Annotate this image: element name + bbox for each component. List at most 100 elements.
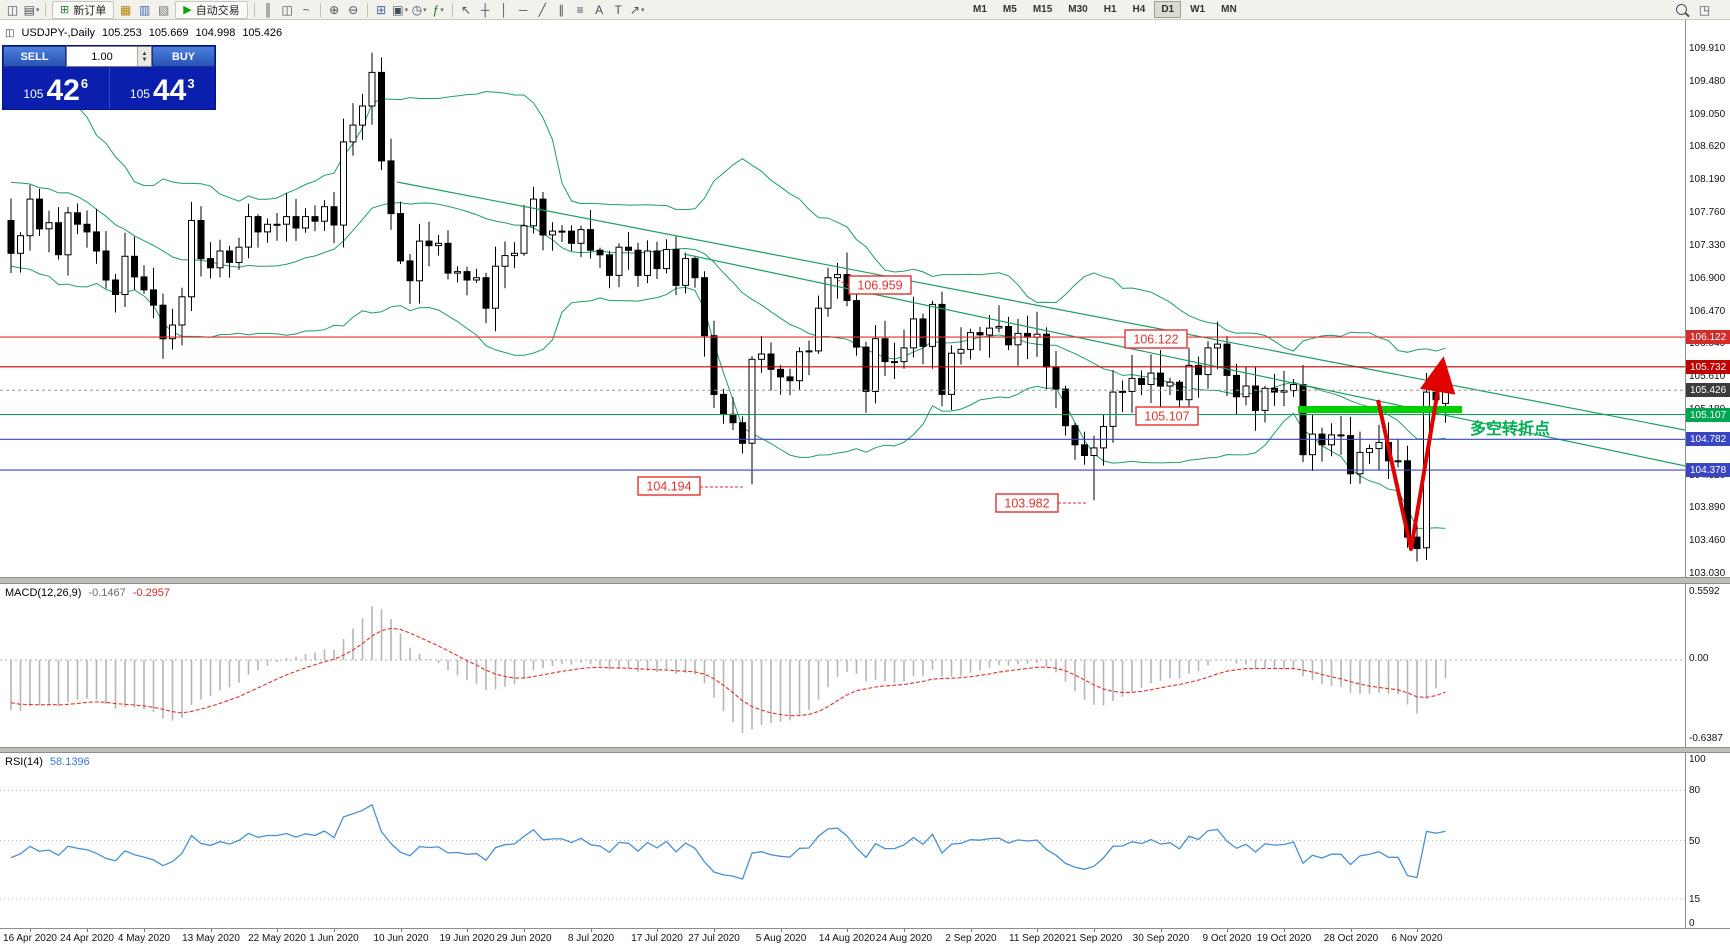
panel-splitter-macd[interactable] <box>0 577 1730 584</box>
timeframe-M15[interactable]: M15 <box>1032 4 1053 15</box>
symbol-period-label: USDJPY-,Daily <box>21 27 96 39</box>
indicators-icon[interactable]: ƒ <box>429 1 448 18</box>
macd-scale-label: -0.6387 <box>1689 733 1723 744</box>
volume-stepper[interactable]: ▲ ▼ <box>137 47 151 66</box>
macd-signal-line <box>10 627 1446 717</box>
main-chart-canvas[interactable]: 106.959 106.122 105.107 104.194 103.982 多空转折点 <box>0 20 1686 577</box>
price-scale-label: 106.470 <box>1689 306 1726 317</box>
date-tick <box>524 929 525 932</box>
toolbar-separator <box>451 2 453 17</box>
date-label: 6 Nov 2020 <box>1391 933 1443 944</box>
date-tick <box>1351 929 1352 932</box>
zoom-out-icon[interactable]: ⊖ <box>348 2 359 17</box>
bar-chart-icon[interactable]: ║ <box>263 2 273 17</box>
navigator-icon[interactable]: ▧ <box>158 2 170 17</box>
buy-price-display[interactable]: 105 44 3 <box>108 67 216 109</box>
rsi-scale-label: 15 <box>1689 894 1701 905</box>
sell-button[interactable]: SELL <box>3 46 66 67</box>
search-icon[interactable] <box>1672 1 1691 18</box>
date-label: 22 May 2020 <box>248 933 306 944</box>
timeframe-MN[interactable]: MN <box>1221 4 1237 15</box>
text-icon[interactable]: A <box>595 2 604 17</box>
macd-scale-label: 0.00 <box>1689 653 1709 664</box>
date-label: 4 May 2020 <box>117 933 171 944</box>
svg-text:105.107: 105.107 <box>1144 410 1189 424</box>
date-label: 8 Jul 2020 <box>567 933 615 944</box>
macd-label: MACD(12,26,9) -0.1467 -0.2957 <box>5 587 171 599</box>
price-callout[interactable]: 104.194 <box>637 476 744 496</box>
zoom-in-icon[interactable]: ⊕ <box>329 2 340 17</box>
date-tick <box>1284 929 1285 932</box>
date-tick <box>334 929 335 932</box>
crosshair-icon[interactable]: ┼ <box>480 2 490 17</box>
price-callout[interactable]: 103.982 <box>995 493 1086 513</box>
toolbar-main-group: ◫▤⊞新订单▦▥▧▶自动交易║◫~⊕⊖⊞▣◷ƒ↖┼│─╱∥≡AT↗ <box>3 0 647 19</box>
svg-text:103.982: 103.982 <box>1004 497 1049 511</box>
auto-arrange-icon[interactable]: ▣ <box>391 1 410 18</box>
timeframe-H1[interactable]: H1 <box>1103 4 1117 15</box>
date-tick <box>591 929 592 932</box>
svg-text:106.122: 106.122 <box>1133 333 1178 347</box>
price-tag-105.732: 105.732 <box>1686 360 1730 374</box>
horizontal-lines[interactable] <box>0 336 1686 471</box>
volume-box: ▲▼ <box>66 46 152 67</box>
timeframe-M1[interactable]: M1 <box>973 4 987 15</box>
price-tag-106.122: 106.122 <box>1686 330 1730 344</box>
rsi-scale-label: 100 <box>1689 754 1706 765</box>
cursor-icon[interactable]: ↖ <box>461 2 472 17</box>
candlestick-chart-icon[interactable]: ◫ <box>281 2 293 17</box>
new-chart-icon[interactable]: ◫ <box>6 2 19 17</box>
date-tick <box>1227 929 1228 932</box>
date-tick <box>30 929 31 932</box>
panel-splitter-rsi[interactable] <box>0 747 1730 753</box>
quote-close: 105.426 <box>242 27 283 39</box>
text-label-icon[interactable]: T <box>614 2 622 17</box>
trend-arrow[interactable] <box>1376 356 1456 551</box>
timeframe-D1[interactable]: D1 <box>1154 1 1182 18</box>
date-label: 11 Sep 2020 <box>1009 933 1065 944</box>
toolbar-separator <box>366 2 368 17</box>
annotation-text[interactable]: 多空转折点 <box>1470 419 1550 438</box>
price-scale-label: 109.480 <box>1689 76 1726 87</box>
fibonacci-icon[interactable]: ≡ <box>576 2 584 17</box>
timeframe-M5[interactable]: M5 <box>1002 4 1017 15</box>
new-order-button[interactable]: ⊞ 新订单 <box>52 0 115 19</box>
line-chart-icon[interactable]: ~ <box>302 2 310 17</box>
quote-chart-icon: ◫ <box>5 27 15 39</box>
toolbar-separator <box>253 2 255 17</box>
channel-icon[interactable]: ∥ <box>558 2 565 17</box>
timeframe-M30[interactable]: M30 <box>1068 4 1088 15</box>
price-callout[interactable]: 106.122 <box>1124 329 1188 349</box>
date-label: 19 Oct 2020 <box>1256 933 1312 944</box>
volume-input[interactable] <box>67 47 137 66</box>
timeframe-W1[interactable]: W1 <box>1190 4 1206 15</box>
date-label: 21 Sep 2020 <box>1065 933 1123 944</box>
vertical-line-icon[interactable]: │ <box>500 2 508 17</box>
periods-icon[interactable]: ◷ <box>410 1 429 18</box>
rsi-line <box>10 803 1446 880</box>
timeframe-H4[interactable]: H4 <box>1132 4 1146 15</box>
horizontal-line-icon[interactable]: ─ <box>518 2 528 17</box>
rsi-canvas[interactable] <box>0 753 1686 928</box>
data-window-icon[interactable]: ▥ <box>139 2 151 17</box>
price-callout[interactable]: 105.107 <box>1135 406 1199 426</box>
date-tick <box>657 929 658 932</box>
macd-canvas[interactable] <box>0 584 1686 747</box>
arrows-icon[interactable]: ↗ <box>628 1 647 18</box>
buy-button[interactable]: BUY <box>152 46 215 67</box>
date-label: 17 Jul 2020 <box>631 933 683 944</box>
profiles-icon[interactable]: ▤ <box>22 1 41 18</box>
sell-price-display[interactable]: 105 42 6 <box>23 74 89 107</box>
date-tick <box>211 929 212 932</box>
popout-icon[interactable]: ◳ <box>1698 2 1711 17</box>
trendline-icon[interactable]: ╱ <box>538 2 546 17</box>
toolbar: ◫▤⊞新订单▦▥▧▶自动交易║◫~⊕⊖⊞▣◷ƒ↖┼│─╱∥≡AT↗ M1M5M1… <box>0 0 1730 20</box>
auto-trading-button[interactable]: ▶ 自动交易 <box>175 0 248 19</box>
price-scale-label: 108.190 <box>1689 174 1726 185</box>
price-callout[interactable]: 106.959 <box>835 275 912 295</box>
quote-open: 105.253 <box>102 27 142 39</box>
market-watch-icon[interactable]: ▦ <box>120 2 132 17</box>
price-callouts[interactable]: 106.959 106.122 105.107 104.194 103.982 <box>637 275 1199 513</box>
tile-windows-icon[interactable]: ⊞ <box>376 2 387 17</box>
